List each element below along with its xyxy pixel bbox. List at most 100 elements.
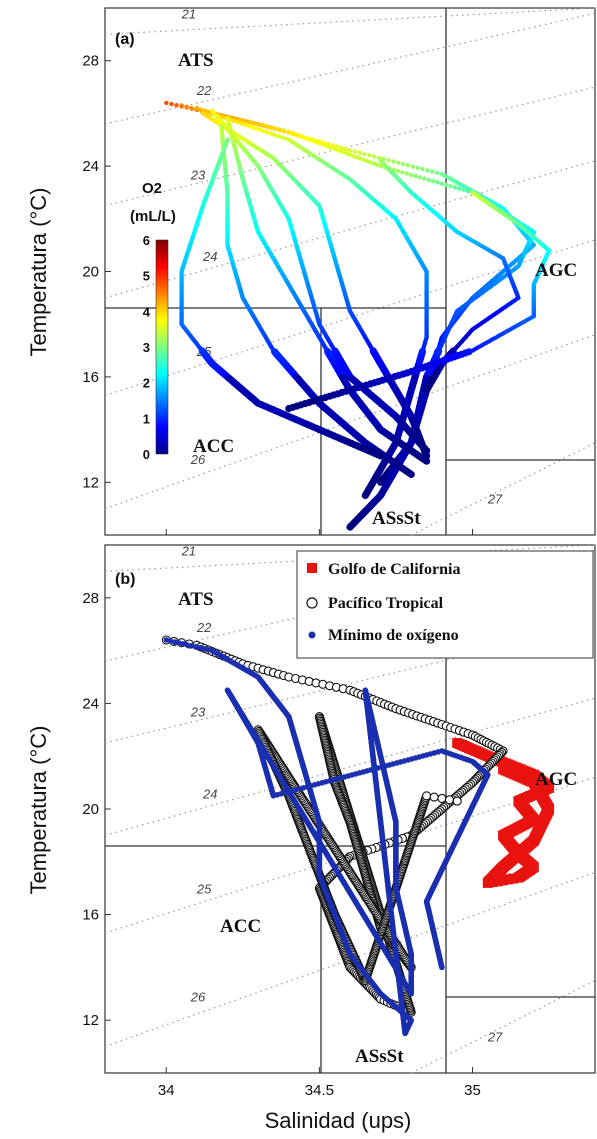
panel-a-regions [105, 8, 595, 535]
y-tick-label: 12 [82, 474, 99, 491]
data-point-golfo [498, 875, 509, 886]
data-point [262, 123, 267, 129]
data-point-minimo [201, 645, 207, 652]
data-point [448, 184, 453, 189]
data-point-minimo [171, 639, 178, 645]
data-point [268, 131, 273, 136]
data-point [430, 169, 435, 174]
data-point [260, 128, 266, 134]
data-point [290, 130, 295, 136]
data-point [242, 122, 247, 127]
data-point [285, 404, 293, 413]
data-point [344, 151, 349, 156]
colorbar-title: O2 [142, 180, 162, 197]
data-point [286, 129, 291, 134]
data-point [425, 168, 430, 173]
data-point [327, 144, 332, 150]
y-tick-label: 20 [82, 264, 99, 281]
isopycnal-line [104, 334, 596, 510]
data-point [249, 124, 255, 130]
data-point [293, 132, 298, 137]
isopycnal-line [104, 160, 596, 299]
data-point [271, 126, 277, 131]
data-point [169, 101, 174, 107]
y-tick-label: 16 [82, 369, 99, 386]
data-point [391, 159, 396, 164]
data-point-minimo [176, 640, 182, 646]
data-point [423, 386, 431, 394]
data-point [420, 166, 425, 172]
data-point [409, 172, 414, 178]
data-point [324, 143, 329, 148]
data-point [235, 119, 240, 125]
data-point [271, 132, 277, 137]
data-point [423, 447, 431, 455]
data-point [405, 163, 411, 168]
data-point [179, 103, 184, 108]
y-tick-label: 24 [82, 158, 99, 175]
data-point [361, 491, 369, 500]
isopycnal-label: 24 [202, 786, 217, 801]
data-point [275, 133, 280, 139]
data-point [396, 160, 401, 165]
data-point [357, 150, 362, 155]
data-point [276, 127, 282, 132]
data-point [404, 171, 410, 176]
data-point [413, 173, 418, 179]
isopycnal-line [410, 442, 596, 536]
data-point [194, 105, 200, 111]
data-point [242, 118, 248, 124]
isopycnal-label: 23 [190, 167, 206, 182]
water-mass-ats: ATS [178, 50, 214, 71]
data-point [343, 146, 348, 152]
data-point [375, 162, 380, 167]
data-point-pacifico [429, 792, 439, 802]
data-point [372, 154, 377, 159]
isopycnal-label: 24 [202, 249, 217, 264]
data-point [386, 158, 391, 163]
colorbar-tick-label: 1 [143, 411, 150, 426]
data-point [303, 136, 308, 141]
data-point [354, 155, 359, 160]
isopycnal-label: 21 [181, 7, 196, 22]
y-tick-label: 28 [82, 53, 99, 70]
colorbar-tick-label: 2 [143, 376, 150, 391]
data-point-minimo [184, 642, 190, 648]
data-point [371, 161, 376, 166]
data-point [252, 121, 257, 126]
panel-a-yticks: 12 16 20 24 28 [82, 53, 111, 491]
colorbar-tick-label: 0 [143, 447, 150, 462]
data-point [174, 103, 179, 108]
data-point-minimo [188, 643, 195, 649]
data-point [435, 180, 440, 185]
water-mass-agc: AGC [535, 260, 577, 281]
data-point-minimo [205, 646, 211, 653]
data-point [377, 478, 385, 486]
colorbar-tick-label: 4 [143, 304, 151, 319]
data-point [246, 123, 251, 128]
data-point [257, 127, 262, 132]
data-point [281, 128, 287, 133]
data-point [347, 152, 353, 157]
data-point [352, 149, 357, 154]
data-point-minimo [192, 644, 199, 650]
panel-a-xticks [165, 529, 473, 535]
data-point [444, 182, 449, 188]
data-point [164, 100, 169, 106]
panel-a-frame [104, 7, 596, 536]
data-point [341, 149, 346, 155]
data-point [330, 146, 336, 151]
data-point [410, 164, 416, 169]
data-point [358, 156, 363, 161]
data-point [422, 176, 427, 181]
data-point [417, 175, 423, 180]
data-point [238, 121, 244, 126]
data-point [279, 135, 284, 140]
data-point [300, 134, 305, 140]
data-point [310, 138, 315, 143]
data-point-golfo [513, 872, 524, 883]
